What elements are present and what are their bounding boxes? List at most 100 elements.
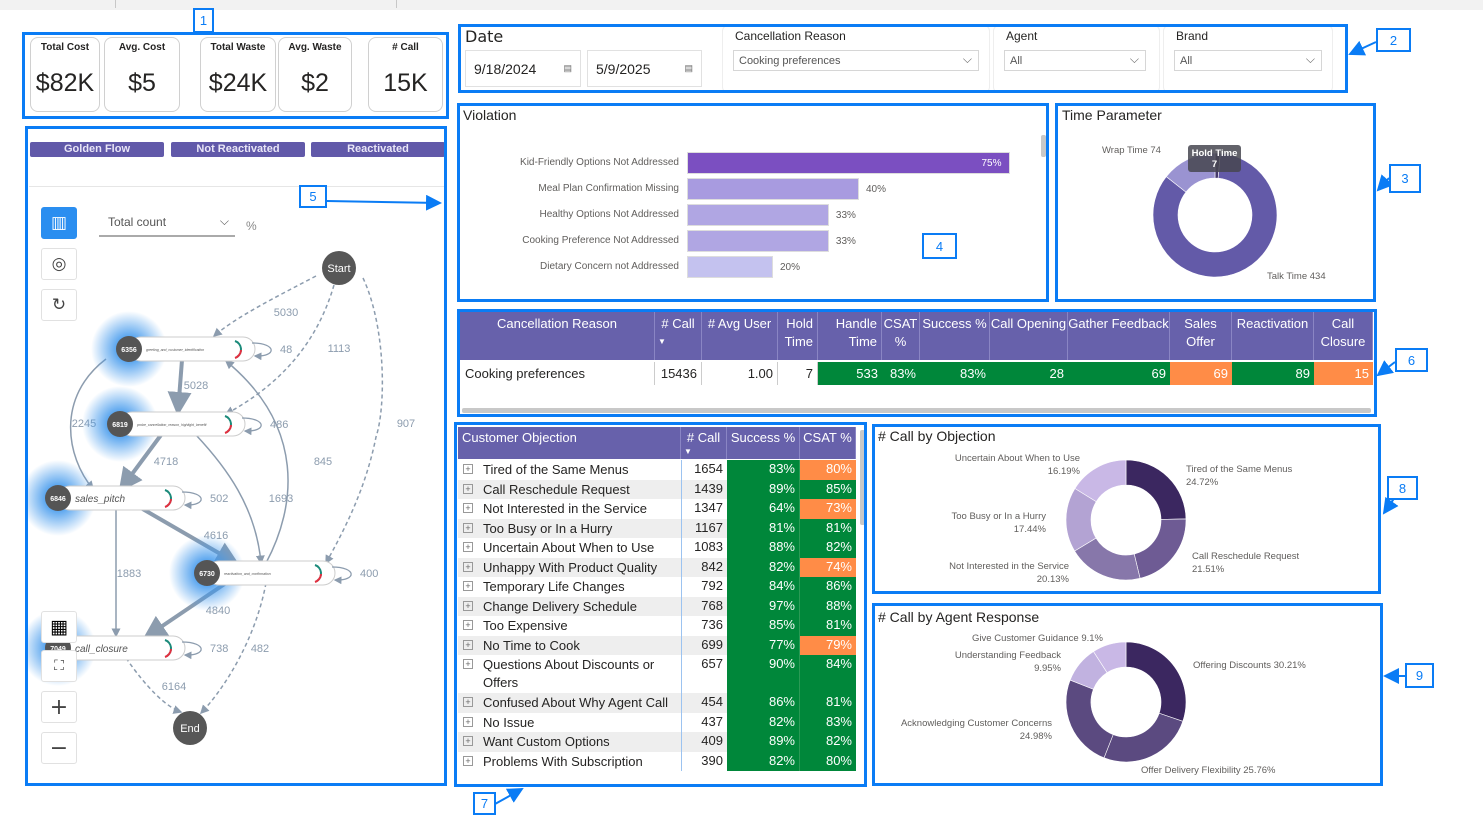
calendar-icon[interactable]: ▤ <box>563 63 572 73</box>
table-cell: 15436 <box>655 362 702 385</box>
expand-icon[interactable]: + <box>463 464 473 474</box>
flow-edge[interactable] <box>212 275 317 337</box>
expand-icon[interactable]: + <box>463 639 473 650</box>
column-header-label: Success % <box>730 430 796 445</box>
table-row[interactable]: + No Time to Cook 699 77% 79% <box>458 635 856 655</box>
column-header[interactable]: Success % <box>920 312 990 360</box>
table-row[interactable]: + Change Delivery Schedule 768 97% 88% <box>458 596 856 616</box>
expand-icon[interactable]: + <box>463 522 473 533</box>
table-row[interactable]: + No Issue 437 82% 83% <box>458 712 856 732</box>
self-loop-edge[interactable] <box>241 417 262 436</box>
agent-dropdown[interactable]: All ⌵ <box>1004 50 1146 71</box>
column-header[interactable]: Call Opening <box>990 312 1068 360</box>
cancellation-reason-dropdown[interactable]: Cooking preferences ⌵ <box>733 50 979 71</box>
expand-icon[interactable]: + <box>463 755 473 766</box>
table-row[interactable]: + Too Expensive 736 85% 81% <box>458 616 856 636</box>
flow-edge[interactable] <box>167 359 192 416</box>
expand-icon[interactable]: + <box>463 716 473 727</box>
column-header[interactable]: Sales Offer <box>1170 312 1232 360</box>
column-header[interactable]: Gather Feedback <box>1068 312 1170 360</box>
column-header[interactable]: Hold Time <box>778 312 818 360</box>
column-header[interactable]: CSAT % <box>882 312 920 360</box>
annotation-label: 4 <box>922 233 957 259</box>
flow-edge[interactable] <box>125 657 183 714</box>
bar[interactable] <box>687 230 829 252</box>
column-header[interactable]: # Avg User <box>702 312 778 360</box>
radar-icon[interactable]: ◎ <box>41 248 77 280</box>
table-row[interactable]: + Not Interested in the Service 1347 64% 73% <box>458 499 856 519</box>
expand-icon[interactable]: + <box>463 503 473 513</box>
fullscreen-icon[interactable]: ⛶ <box>41 650 77 682</box>
flow-edge[interactable] <box>224 360 289 564</box>
tab-not-reactivated[interactable]: Not Reactivated <box>171 142 305 157</box>
flow-edge[interactable] <box>325 277 384 565</box>
table-row[interactable]: + Uncertain About When to Use 1083 88% 82% <box>458 538 856 558</box>
end-node[interactable] <box>173 711 207 745</box>
metric-dropdown[interactable]: Total count ⌵ <box>99 214 235 237</box>
donut-slice[interactable] <box>1074 459 1127 503</box>
self-loop-edge[interactable] <box>251 342 272 361</box>
table-row[interactable]: + Confused About Why Agent Call 454 86% 81% <box>458 693 856 713</box>
flow-edge[interactable] <box>195 434 265 565</box>
expand-icon[interactable]: + <box>463 659 473 669</box>
column-header[interactable]: Customer Objection <box>458 427 681 459</box>
layout-icon[interactable]: ▦ <box>41 611 77 643</box>
donut-slice[interactable] <box>1093 641 1127 673</box>
expand-icon[interactable]: + <box>463 581 473 591</box>
column-header[interactable]: # Call ▼ <box>681 427 727 459</box>
brand-dropdown[interactable]: All ⌵ <box>1174 50 1322 71</box>
flow-edge[interactable] <box>199 582 267 715</box>
column-header[interactable]: Handle Time <box>818 312 882 360</box>
self-loop-edge[interactable] <box>181 641 202 660</box>
expand-icon[interactable]: + <box>463 620 473 630</box>
expand-icon[interactable]: + <box>463 542 473 552</box>
calendar-icon[interactable]: ▤ <box>684 63 693 73</box>
flow-edge[interactable] <box>224 284 335 415</box>
table-row[interactable]: + Problems With Subscription 390 82% 80% <box>458 751 856 771</box>
expand-icon[interactable]: + <box>463 697 473 707</box>
table-row[interactable]: + Questions About Discounts or Offers 657 9… <box>458 655 856 693</box>
percent-toggle[interactable]: % <box>246 219 257 233</box>
table-row[interactable]: + Tired of the Same Menus 1654 83% 80% <box>458 460 856 480</box>
bar[interactable] <box>687 204 829 226</box>
expand-icon[interactable]: + <box>463 483 473 494</box>
column-header[interactable]: Success % <box>727 427 800 459</box>
highlight-box-4 <box>457 103 1049 302</box>
table-row[interactable]: + Too Busy or In a Hurry 1167 81% 81% <box>458 518 856 538</box>
column-header-label: Hold Time <box>784 316 813 349</box>
self-loop-edge[interactable] <box>181 491 202 510</box>
bar[interactable] <box>687 256 773 278</box>
zoom-out-icon[interactable]: − <box>41 732 77 764</box>
expand-icon[interactable]: + <box>463 561 473 572</box>
column-header[interactable]: Call Closure <box>1314 312 1373 360</box>
refresh-icon[interactable]: ↻ <box>41 289 77 321</box>
start-node[interactable] <box>322 251 356 285</box>
flow-edge[interactable] <box>118 433 163 493</box>
tab-reactivated[interactable]: Reactivated <box>311 142 445 157</box>
column-header[interactable]: # Call ▼ <box>655 312 702 360</box>
expand-icon[interactable]: + <box>463 600 473 611</box>
scrollbar[interactable] <box>1041 135 1046 157</box>
agent-label: Agent <box>1006 29 1038 43</box>
column-header-label: Reactivation <box>1236 316 1309 331</box>
table-row[interactable]: + Unhappy With Product Quality 842 82% 74% <box>458 557 856 577</box>
table-row[interactable]: + Call Reschedule Request 1439 89% 85% <box>458 479 856 499</box>
donut-slice[interactable] <box>1152 152 1278 278</box>
column-header[interactable]: CSAT % <box>800 427 856 459</box>
table-row[interactable]: + Temporary Life Changes 792 84% 86% <box>458 577 856 597</box>
bar[interactable] <box>687 152 1010 174</box>
horizontal-scrollbar[interactable] <box>462 408 1371 413</box>
self-loop-edge[interactable] <box>331 566 352 585</box>
tab-golden-flow[interactable]: Golden Flow <box>30 142 164 157</box>
column-header[interactable]: Cancellation Reason <box>460 312 655 360</box>
column-header[interactable]: Reactivation <box>1232 312 1314 360</box>
date-to-input[interactable]: 5/9/2025 ▤ <box>587 50 702 87</box>
bar[interactable] <box>687 178 859 200</box>
date-from-input[interactable]: 9/18/2024 ▤ <box>465 50 581 87</box>
table-row[interactable]: + Want Custom Options 409 89% 82% <box>458 732 856 752</box>
expand-icon[interactable]: + <box>463 736 473 746</box>
objection-name: Questions About Discounts or Offers <box>483 657 655 690</box>
zoom-in-icon[interactable]: + <box>41 691 77 723</box>
vertical-scrollbar[interactable] <box>860 430 865 525</box>
chart-view-icon[interactable]: ▥ <box>41 207 77 239</box>
